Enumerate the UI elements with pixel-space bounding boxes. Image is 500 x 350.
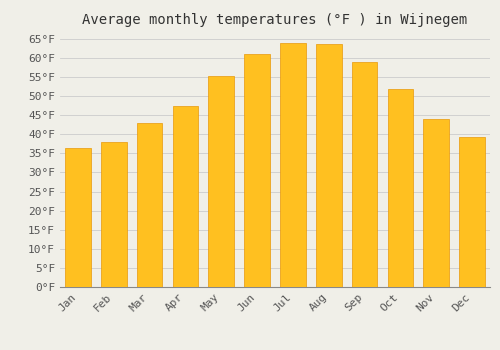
Bar <box>136 123 162 287</box>
Bar <box>459 137 485 287</box>
Bar <box>208 76 234 287</box>
Bar <box>424 119 449 287</box>
Bar <box>352 62 378 287</box>
Bar <box>101 142 126 287</box>
Title: Average monthly temperatures (°F ) in Wijnegem: Average monthly temperatures (°F ) in Wi… <box>82 13 468 27</box>
Bar <box>65 148 91 287</box>
Bar <box>316 44 342 287</box>
Bar <box>388 89 413 287</box>
Bar <box>244 54 270 287</box>
Bar <box>172 106 199 287</box>
Bar <box>280 43 306 287</box>
